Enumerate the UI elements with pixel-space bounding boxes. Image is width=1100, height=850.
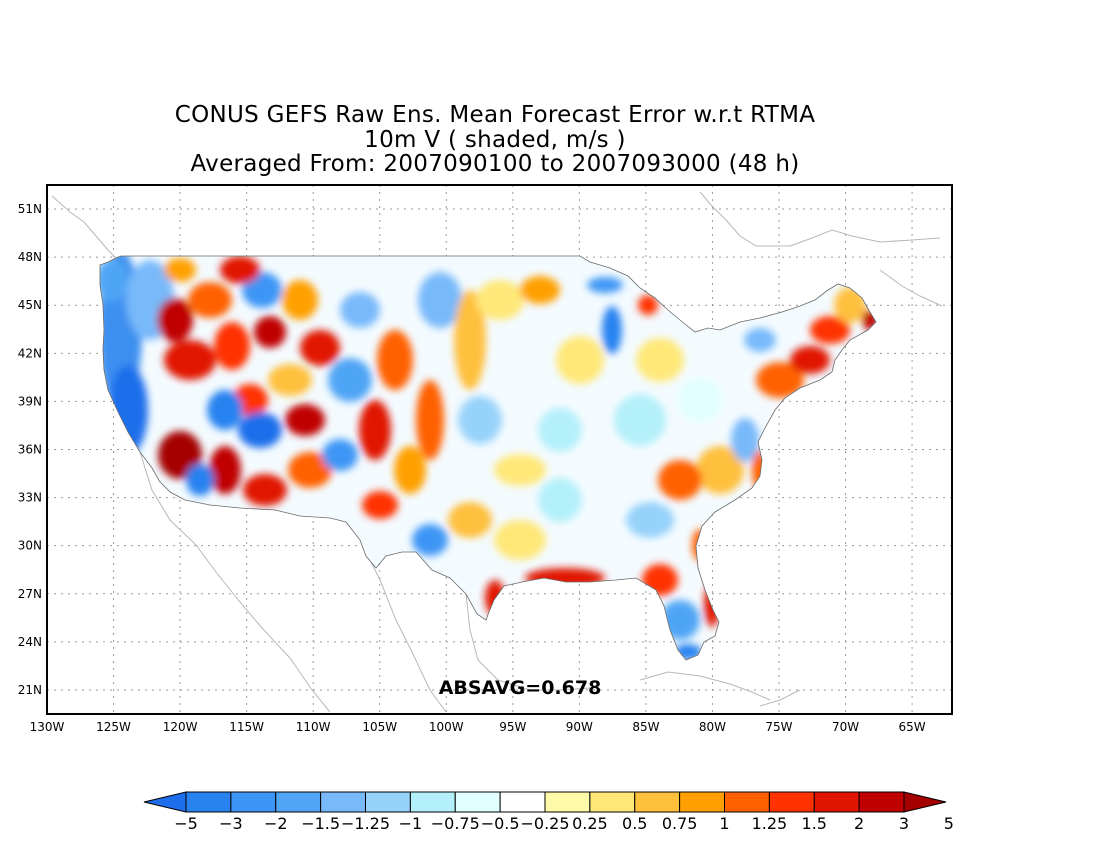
colorbar-swatch (230, 791, 277, 813)
colorbar-swatch (365, 791, 411, 813)
colorbar-label: 5 (944, 814, 954, 833)
lat-tick-label: 51N (18, 202, 42, 216)
map-title-line-2: 10m V ( shaded, m/s ) (364, 127, 626, 153)
absavg-annotation: ABSAVG=0.678 (439, 677, 602, 699)
lat-tick-label: 39N (18, 394, 42, 408)
colorbar-swatch (724, 791, 770, 813)
lon-tick-label: 120W (163, 720, 198, 734)
colorbar-labels: −5 −3 −2 −1.5 −1.25 −1 −0.75 −0.5 −0.25 0.25 0.5 0.… (174, 814, 954, 833)
lon-tick-label: 130W (30, 720, 65, 734)
colorbar-label: −0.75 (431, 814, 480, 833)
lon-tick-label: 125W (96, 720, 131, 734)
colorbar-swatch (454, 791, 501, 813)
colorbar (143, 791, 947, 813)
lon-tick-label: 90W (566, 720, 593, 734)
lon-tick-label: 100W (429, 720, 464, 734)
colorbar-swatch (275, 791, 322, 813)
colorbar-label: 0.5 (622, 814, 647, 833)
colorbar-label: 3 (899, 814, 909, 833)
colorbar-swatch (409, 791, 456, 813)
lat-tick-label: 30N (18, 539, 42, 553)
colorbar-label: −1.5 (301, 814, 340, 833)
lon-tick-label: 70W (832, 720, 859, 734)
colorbar-swatch (544, 791, 591, 813)
lat-tick-label: 36N (18, 443, 42, 457)
lat-tick-label: 24N (18, 635, 42, 649)
lat-tick-label: 21N (18, 683, 42, 697)
lat-tick-label: 27N (18, 587, 42, 601)
latitude-axis: 51N 48N 45N 42N 39N 36N 33N 30N 27N 24N 21N (18, 202, 42, 697)
colorbar-swatch (320, 791, 366, 813)
neighbor-coastlines (51, 191, 943, 713)
lon-tick-label: 105W (362, 720, 397, 734)
colorbar-swatch (634, 791, 681, 813)
map-title-line-3: Averaged From: 2007090100 to 2007093000 … (190, 151, 800, 177)
lon-tick-label: 95W (499, 720, 526, 734)
colorbar-label: 0.25 (572, 814, 608, 833)
colorbar-label: −1 (399, 814, 423, 833)
lon-tick-label: 80W (699, 720, 726, 734)
colorbar-label: −0.25 (520, 814, 569, 833)
error-field (100, 256, 876, 660)
colorbar-label: −3 (219, 814, 243, 833)
lon-tick-label: 75W (765, 720, 792, 734)
longitude-axis: 130W 125W 120W 115W 110W 105W 100W 95W 90W 85W 80W… (30, 720, 926, 734)
colorbar-swatch (679, 791, 725, 813)
colorbar-low-arrow (143, 791, 187, 813)
colorbar-swatch (858, 791, 905, 813)
colorbar-swatch (589, 791, 636, 813)
lon-tick-label: 110W (296, 720, 331, 734)
colorbar-swatch (768, 791, 815, 813)
conus-coastline (99, 255, 877, 661)
colorbar-label: 2 (854, 814, 864, 833)
colorbar-label: 1.5 (802, 814, 827, 833)
lat-tick-label: 42N (18, 346, 42, 360)
lon-tick-label: 65W (899, 720, 926, 734)
map-frame (46, 184, 953, 715)
map-title-line-1: CONUS GEFS Raw Ens. Mean Forecast Error … (174, 102, 816, 128)
colorbar-swatch (499, 791, 546, 813)
colorbar-label: 1.25 (752, 814, 788, 833)
lon-tick-label: 85W (632, 720, 659, 734)
colorbar-swatch (185, 791, 232, 813)
lat-tick-label: 48N (18, 250, 42, 264)
colorbar-label: 0.75 (662, 814, 698, 833)
colorbar-label: −1.25 (341, 814, 390, 833)
lat-tick-label: 33N (18, 491, 42, 505)
colorbar-label: −5 (174, 814, 198, 833)
colorbar-high-arrow (903, 791, 947, 813)
lat-tick-label: 45N (18, 298, 42, 312)
colorbar-label: 1 (719, 814, 729, 833)
colorbar-swatch (813, 791, 860, 813)
lon-tick-label: 115W (229, 720, 264, 734)
colorbar-label: −2 (264, 814, 288, 833)
colorbar-label: −0.5 (481, 814, 520, 833)
